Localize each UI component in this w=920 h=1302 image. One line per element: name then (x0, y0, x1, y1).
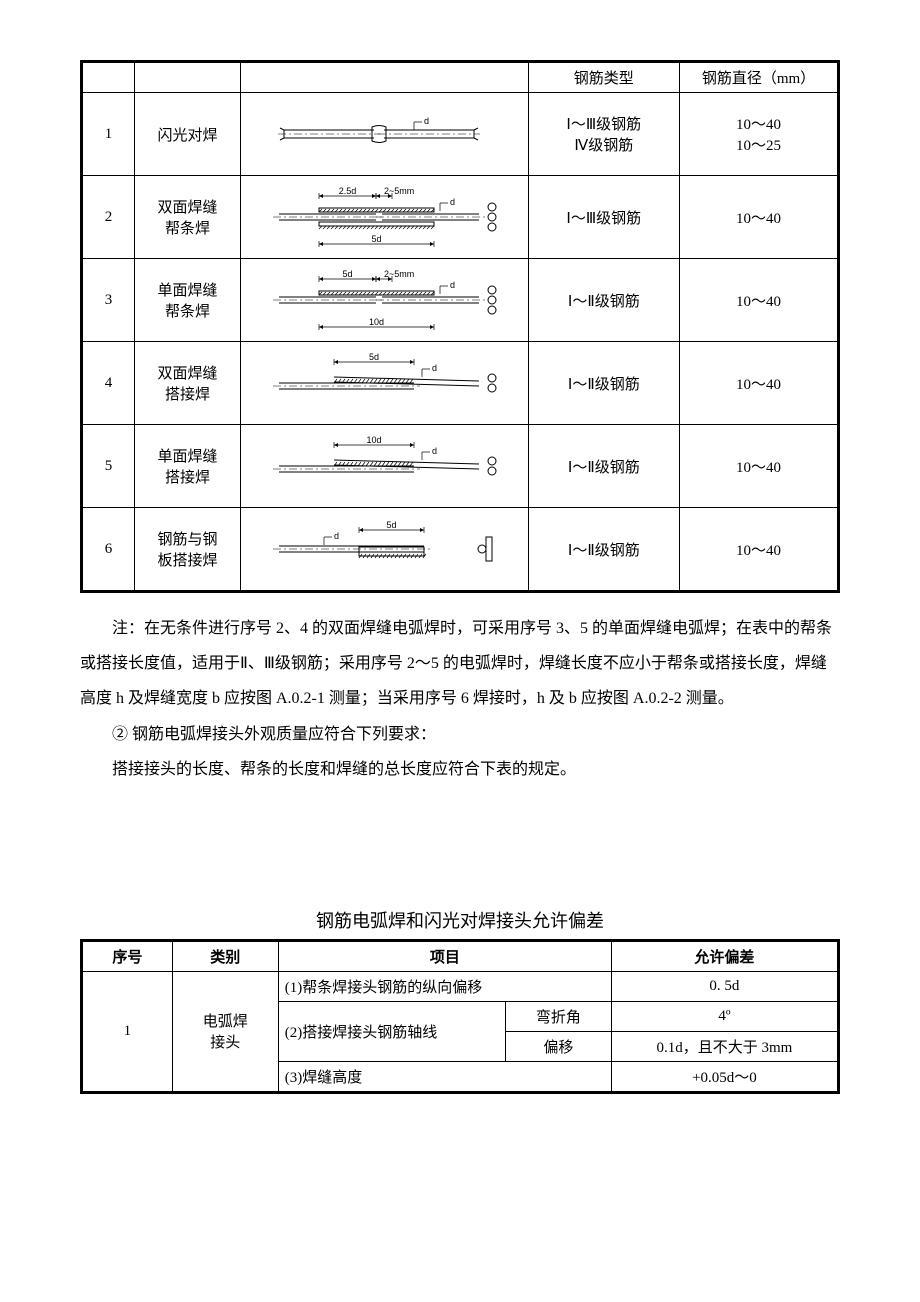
weld-name: 双面焊缝帮条焊 (134, 176, 240, 259)
weld-row: 1闪光对焊 d Ⅰ～Ⅲ级钢筋Ⅳ级钢筋10～4010～25 (82, 93, 839, 176)
weld-num: 2 (82, 176, 135, 259)
weld-row: 4双面焊缝搭接焊 5d dⅠ～Ⅱ级钢筋10～40 (82, 342, 839, 425)
svg-text:d: d (432, 363, 437, 373)
svg-text:2.5d: 2.5d (339, 186, 357, 196)
col-diameter: 钢筋直径（mm） (680, 62, 839, 93)
svg-text:d: d (432, 446, 437, 456)
svg-text:d: d (450, 280, 455, 290)
dev-val-3: +0.05d～0 (611, 1061, 838, 1092)
dev-sub-2b: 偏移 (505, 1031, 611, 1061)
weld-num: 5 (82, 425, 135, 508)
deviation-table: 序号 类别 项目 允许偏差 1 电弧焊接头 (1)帮条焊接头钢筋的纵向偏移 0.… (80, 939, 840, 1094)
weld-diameter: 10～40 (680, 508, 839, 592)
weld-num: 3 (82, 259, 135, 342)
svg-text:2~5mm: 2~5mm (384, 186, 414, 196)
weld-name: 闪光对焊 (134, 93, 240, 176)
weld-rebar-type: Ⅰ～Ⅱ级钢筋 (528, 508, 679, 592)
dev-header-row: 序号 类别 项目 允许偏差 (82, 940, 839, 971)
weld-num: 1 (82, 93, 135, 176)
weld-rebar-type: Ⅰ～Ⅲ级钢筋Ⅳ级钢筋 (528, 93, 679, 176)
weld-num: 4 (82, 342, 135, 425)
dev-sub-2a: 弯折角 (505, 1001, 611, 1031)
weld-name: 单面焊缝帮条焊 (134, 259, 240, 342)
dev-num: 1 (82, 971, 173, 1092)
dev-cat: 电弧焊接头 (172, 971, 278, 1092)
weld-diameter: 10～40 (680, 425, 839, 508)
note-1: 注：在无条件进行序号 2、4 的双面焊缝电弧焊时，可采用序号 3、5 的单面焊缝… (80, 611, 840, 717)
weld-num: 6 (82, 508, 135, 592)
weld-row: 3单面焊缝帮条焊 5d 2~5mm 10d dⅠ～Ⅱ级钢筋10～40 (82, 259, 839, 342)
weld-diameter: 10～40 (680, 259, 839, 342)
dev-row-1: 1 电弧焊接头 (1)帮条焊接头钢筋的纵向偏移 0. 5d (82, 971, 839, 1001)
weld-row: 6钢筋与钢板搭接焊 5d dⅠ～Ⅱ级钢筋10～40 (82, 508, 839, 592)
weld-rebar-type: Ⅰ～Ⅱ级钢筋 (528, 425, 679, 508)
note-3: 搭接接头的长度、帮条的长度和焊缝的总长度应符合下表的规定。 (80, 752, 840, 787)
svg-text:10d: 10d (367, 435, 382, 445)
welding-methods-table: 钢筋类型 钢筋直径（mm） 1闪光对焊 d Ⅰ～Ⅲ级钢筋Ⅳ级钢筋10～4010～2… (80, 60, 840, 593)
weld-rebar-type: Ⅰ～Ⅱ级钢筋 (528, 342, 679, 425)
weld-name: 钢筋与钢板搭接焊 (134, 508, 240, 592)
dev-col-num: 序号 (82, 940, 173, 971)
note-2: ② 钢筋电弧焊接头外观质量应符合下列要求： (80, 717, 840, 752)
weld-diagram: d (240, 93, 528, 176)
weld-diagram: 5d d (240, 508, 528, 592)
deviation-table-title: 钢筋电弧焊和闪光对焊接头允许偏差 (80, 907, 840, 933)
dev-val-2a: 4º (611, 1001, 838, 1031)
svg-text:5d: 5d (387, 520, 397, 530)
svg-text:5d: 5d (369, 352, 379, 362)
dev-val-2b: 0.1d，且不大于 3mm (611, 1031, 838, 1061)
dev-col-item: 项目 (278, 940, 611, 971)
weld-name: 单面焊缝搭接焊 (134, 425, 240, 508)
svg-text:d: d (450, 197, 455, 207)
weld-diagram: 10d d (240, 425, 528, 508)
weld-diameter: 10～40 (680, 176, 839, 259)
dev-item-3: (3)焊缝高度 (278, 1061, 611, 1092)
weld-row-header: 钢筋类型 钢筋直径（mm） (82, 62, 839, 93)
svg-text:5d: 5d (372, 234, 382, 244)
svg-text:10d: 10d (369, 317, 384, 327)
notes-block: 注：在无条件进行序号 2、4 的双面焊缝电弧焊时，可采用序号 3、5 的单面焊缝… (80, 611, 840, 787)
weld-diagram: 5d d (240, 342, 528, 425)
weld-diagram: 5d 2~5mm 10d d (240, 259, 528, 342)
weld-row: 2双面焊缝帮条焊 2.5d 2~5mm 5d dⅠ～Ⅲ级钢筋10～40 (82, 176, 839, 259)
dev-col-dev: 允许偏差 (611, 940, 838, 971)
weld-row: 5单面焊缝搭接焊 10d dⅠ～Ⅱ级钢筋10～40 (82, 425, 839, 508)
dev-item-2: (2)搭接焊接头钢筋轴线 (278, 1001, 505, 1061)
svg-text:2~5mm: 2~5mm (384, 269, 414, 279)
weld-diagram: 2.5d 2~5mm 5d d (240, 176, 528, 259)
svg-text:5d: 5d (343, 269, 353, 279)
svg-text:d: d (334, 531, 339, 541)
svg-text:d: d (424, 116, 429, 126)
weld-name: 双面焊缝搭接焊 (134, 342, 240, 425)
col-rebar-type: 钢筋类型 (528, 62, 679, 93)
dev-item-1: (1)帮条焊接头钢筋的纵向偏移 (278, 971, 611, 1001)
weld-diameter: 10～40 (680, 342, 839, 425)
dev-val-1: 0. 5d (611, 971, 838, 1001)
weld-rebar-type: Ⅰ～Ⅲ级钢筋 (528, 176, 679, 259)
weld-rebar-type: Ⅰ～Ⅱ级钢筋 (528, 259, 679, 342)
weld-diameter: 10～4010～25 (680, 93, 839, 176)
dev-col-cat: 类别 (172, 940, 278, 971)
